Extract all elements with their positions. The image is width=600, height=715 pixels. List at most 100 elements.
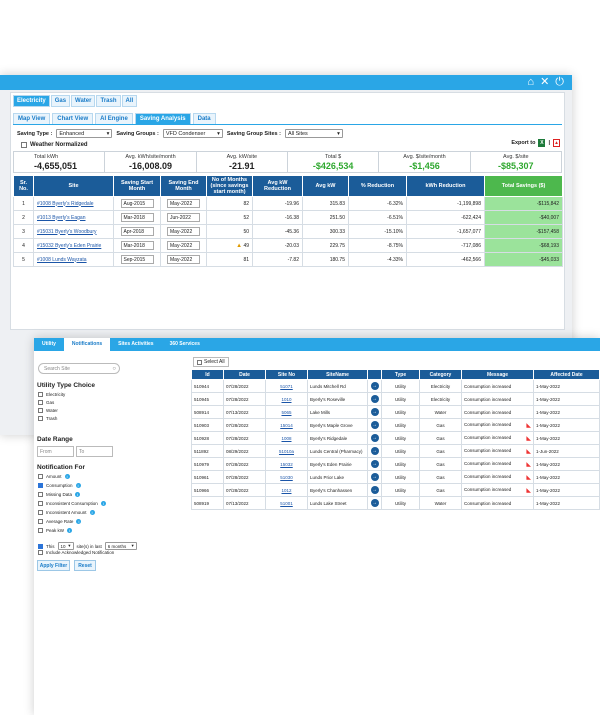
site-no-link[interactable]: 1012	[281, 487, 292, 493]
checkbox[interactable]	[38, 416, 43, 421]
table-row[interactable]: 510979 07/28/2022 15032 Byerly's Eden Prair…	[191, 457, 600, 471]
col-site[interactable]: Site	[33, 175, 114, 197]
col-type[interactable]: Type	[381, 369, 420, 380]
start-month-input[interactable]: Sep-2015	[120, 255, 154, 264]
start-month-input[interactable]: Aug-2015	[120, 199, 154, 208]
col-kw-reduction[interactable]: Avg kW Reduction	[252, 175, 303, 197]
excel-icon[interactable]: X	[538, 139, 546, 147]
info-icon[interactable]: i	[75, 483, 81, 488]
saving-groups-select[interactable]: VFD Condenser ▾	[162, 129, 223, 138]
col-sr[interactable]: Sr. No.	[13, 175, 34, 197]
col-affected-date[interactable]: Affected Date	[533, 369, 600, 380]
tab-360-services[interactable]: 360 Services	[169, 341, 200, 347]
table-row[interactable]: 510945 07/28/2022 1010 Byerly's Roseville → U…	[191, 392, 600, 406]
col-site-name[interactable]: SiteName	[307, 369, 368, 380]
tab-all[interactable]: All	[121, 95, 138, 107]
info-icon[interactable]: i	[100, 501, 106, 506]
tab-gas[interactable]: Gas	[50, 95, 71, 107]
checkbox[interactable]	[38, 528, 43, 533]
tab-sites-activities[interactable]: Sites Activities	[118, 341, 154, 347]
weather-normalized-checkbox[interactable]	[21, 142, 27, 148]
col-id[interactable]: Id	[191, 369, 224, 380]
table-row[interactable]: 510966 07/28/2022 1012 Byerly's Chanhassen →…	[191, 483, 600, 497]
option-trash[interactable]: Trash	[38, 416, 57, 421]
col-date[interactable]: Date	[223, 369, 266, 380]
view-icon[interactable]: →	[370, 460, 379, 468]
col-category[interactable]: Category	[419, 369, 462, 380]
option-water[interactable]: Water	[38, 408, 58, 413]
site-no-link[interactable]: 15014	[280, 422, 293, 428]
tab-notifications[interactable]: Notifications	[63, 338, 111, 351]
saving-type-select[interactable]: Enhanced ▾	[56, 129, 113, 138]
view-icon[interactable]: →	[370, 395, 379, 403]
checkbox[interactable]	[197, 359, 202, 365]
tab-utility[interactable]: Utility	[42, 341, 56, 347]
table-row[interactable]: 510961 07/28/2022 51030 Lunds Prior Lake → Ut…	[191, 470, 600, 484]
site-link[interactable]: #1008 Byerly's Ridgedale	[37, 200, 94, 207]
checkbox[interactable]	[38, 400, 43, 405]
site-no-link[interactable]: 51071	[280, 383, 293, 389]
view-icon[interactable]: →	[370, 408, 379, 416]
view-icon[interactable]: →	[370, 447, 379, 455]
option-electricity[interactable]: Electricity	[38, 392, 65, 397]
tab-trash[interactable]: Trash	[96, 95, 121, 107]
site-no-link[interactable]: 51010a	[278, 448, 295, 454]
option-inconsistent-consumption[interactable]: Inconsistent Consumption i	[38, 501, 106, 506]
checkbox[interactable]	[38, 474, 43, 479]
info-icon[interactable]: i	[67, 528, 73, 533]
checkbox[interactable]	[38, 408, 43, 413]
site-no-link[interactable]: 51001	[280, 500, 293, 506]
col-kwh-reduction[interactable]: kWh Reduction	[406, 175, 485, 197]
option-missing-data[interactable]: Missing Data i	[38, 492, 81, 497]
start-month-input[interactable]: Apr-2018	[120, 227, 154, 236]
view-icon[interactable]: →	[370, 421, 379, 429]
checkbox[interactable]	[38, 501, 43, 506]
view-icon[interactable]: →	[370, 499, 379, 507]
col-start[interactable]: Saving Start Month	[113, 175, 161, 197]
table-row[interactable]: 510903 07/28/2022 15014 Byerly's Maple Grov…	[191, 418, 600, 432]
select-all-button[interactable]: Select All	[193, 357, 229, 367]
from-date-input[interactable]: From	[37, 446, 74, 457]
tab-electricity[interactable]: Electricity	[13, 95, 50, 107]
info-icon[interactable]: i	[89, 510, 95, 515]
option-amount[interactable]: Amount i	[38, 474, 70, 479]
option-inconsistent-amount[interactable]: Inconsistent Amount i	[38, 510, 95, 515]
checkbox[interactable]	[38, 492, 43, 497]
option-consumption[interactable]: Consumption i	[38, 483, 81, 488]
start-month-input[interactable]: Mar-2018	[120, 241, 154, 250]
col-pct-reduction[interactable]: % Reduction	[348, 175, 407, 197]
end-month-input[interactable]: May-2022	[167, 255, 200, 264]
site-link[interactable]: #15032 Byerly's Eden Prairie	[37, 242, 102, 249]
end-month-input[interactable]: May-2022	[167, 241, 200, 250]
col-months[interactable]: No of Months (since savings start month)	[206, 175, 253, 197]
table-row[interactable]: 508914 07/13/2022 5065 Lake Mills → Utility Wa…	[191, 405, 600, 419]
col-message[interactable]: Message	[461, 369, 534, 380]
col-end[interactable]: Saving End Month	[160, 175, 207, 197]
site-link[interactable]: #1013 Byerly's Eagan	[37, 214, 86, 221]
view-icon[interactable]: →	[370, 486, 379, 494]
apply-filter-button[interactable]: Apply Filter	[37, 560, 70, 571]
checkbox-checked[interactable]	[38, 543, 43, 549]
site-link[interactable]: #1008 Lunds Wayzata	[37, 256, 87, 263]
site-no-link[interactable]: 1008	[281, 435, 292, 441]
saving-group-sites-select[interactable]: All Sites ▾	[284, 129, 343, 138]
info-icon[interactable]: i	[64, 474, 70, 479]
checkbox-checked[interactable]	[38, 483, 43, 488]
end-month-input[interactable]: May-2022	[167, 227, 200, 236]
pdf-icon[interactable]: ▴	[553, 139, 560, 147]
checkbox[interactable]	[38, 392, 43, 397]
col-total-savings[interactable]: Total Savings ($)	[484, 175, 563, 197]
end-month-input[interactable]: May-2022	[167, 199, 200, 208]
table-row[interactable]: 510944 07/28/2022 51071 Lunds Mitchell Rd → U…	[191, 379, 600, 393]
site-no-link[interactable]: 1010	[281, 396, 292, 402]
view-icon[interactable]: →	[370, 382, 379, 390]
table-row[interactable]: 511892 08/29/2022 51010a Lunds Central (Pha…	[191, 444, 600, 458]
table-row[interactable]: 510928 07/28/2022 1008 Byerly's Ridgedale → U…	[191, 431, 600, 445]
power-icon[interactable]: ⏻	[555, 76, 564, 88]
option-average-rate[interactable]: Average Rate i	[38, 519, 82, 524]
checkbox[interactable]	[38, 510, 43, 515]
checkbox[interactable]	[38, 519, 43, 524]
site-no-link[interactable]: 5065	[281, 409, 292, 415]
home-icon[interactable]: ⌂	[527, 76, 535, 88]
reset-button[interactable]: Reset	[74, 560, 96, 571]
